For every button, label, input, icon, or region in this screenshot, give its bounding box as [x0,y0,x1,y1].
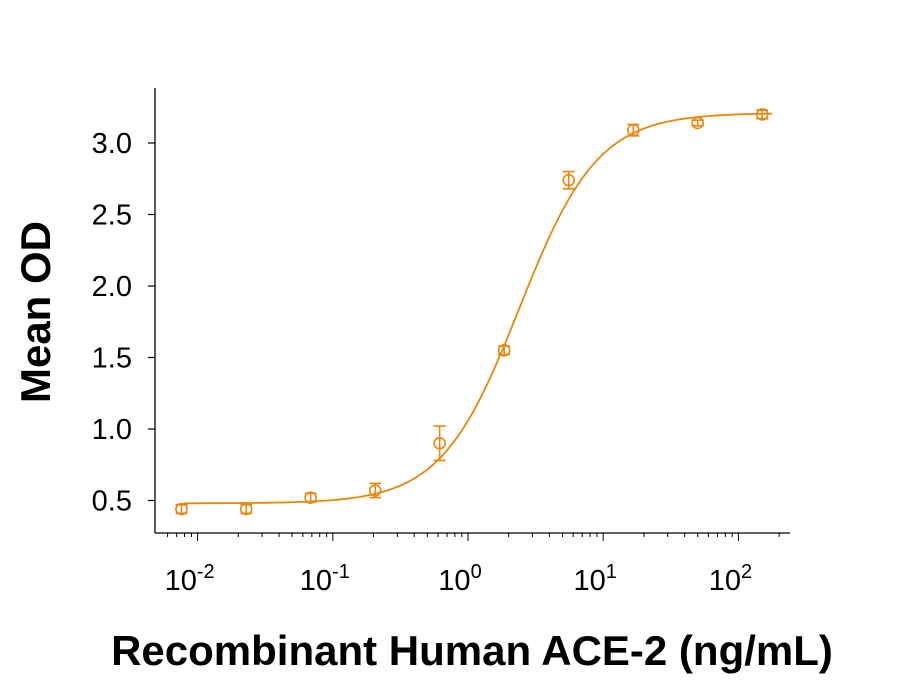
y-axis-label: Mean OD [12,221,59,403]
x-axis-label: Recombinant Human ACE-2 (ng/mL) [111,627,833,674]
point-marker [627,123,640,137]
y-tick-label: 1.5 [92,343,132,375]
data-points [175,108,769,516]
x-tick-label: 10-1 [300,561,350,597]
fit-curve [184,112,773,505]
x-tick-label: 100 [438,561,481,597]
point-marker [304,491,317,504]
x-tick-label: 101 [574,561,617,597]
point-marker [239,502,253,516]
y-tick-label: 2.0 [92,271,132,303]
axes: 0.5 1.0 1.5 2.0 2.5 3.0 10-2 10-1 100 101 102 [92,88,790,597]
y-tick-label: 3.0 [92,128,132,160]
data-point [497,344,511,357]
data-point [239,502,253,516]
y-tick-label: 0.5 [92,486,132,518]
fit-curve-group [184,112,773,505]
data-point [691,116,705,130]
point-marker [691,116,705,130]
x-tick-label: 10-2 [165,561,215,597]
data-point [175,502,188,516]
point-marker [368,484,382,497]
data-point [368,482,382,499]
data-point [304,491,317,504]
data-point [562,170,576,190]
data-point [755,108,769,121]
data-point [433,425,446,462]
point-marker [562,173,576,187]
point-marker [175,502,188,516]
data-point [627,123,640,137]
point-marker [755,108,769,121]
point-marker [433,436,446,450]
y-tick-label: 1.0 [92,414,132,446]
x-tick-label: 102 [709,561,752,597]
y-tick-label: 2.5 [92,200,132,232]
point-marker [497,344,511,357]
